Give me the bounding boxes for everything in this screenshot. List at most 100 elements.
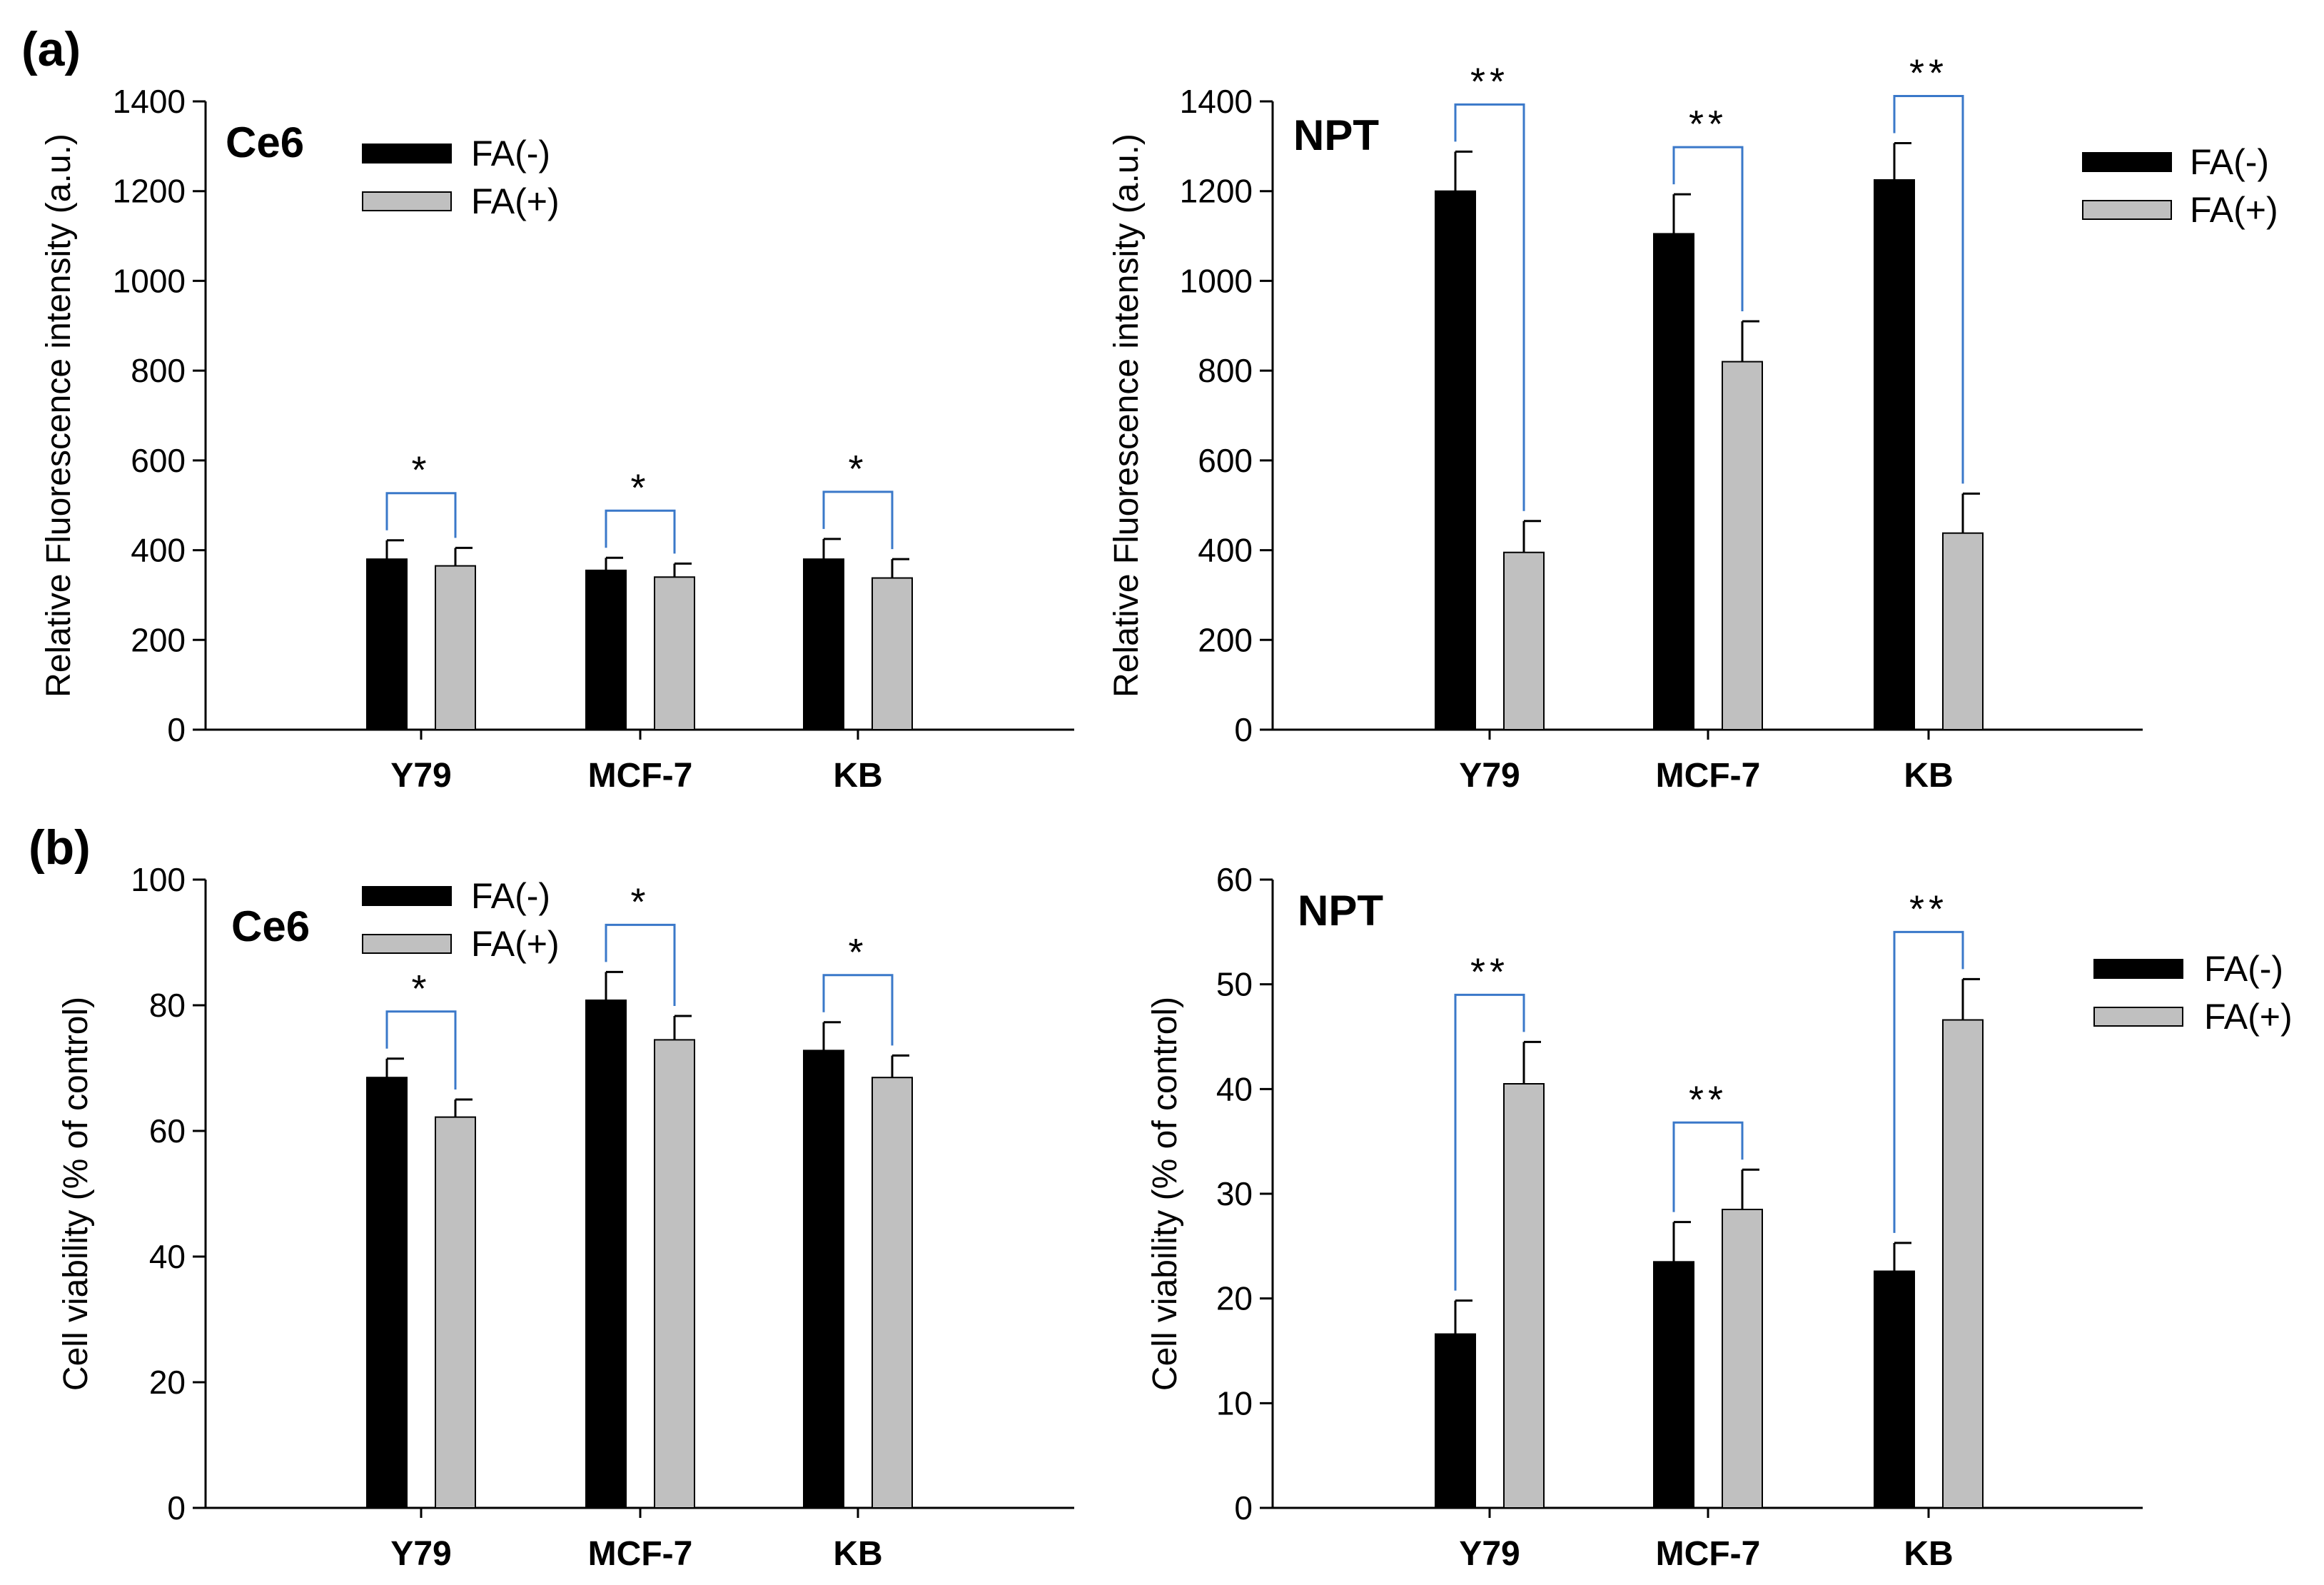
significance-label: ** — [1470, 950, 1509, 993]
significance-bracket — [822, 490, 894, 550]
significance-bracket — [1454, 993, 1525, 1291]
significance-label: ** — [1470, 60, 1509, 103]
bar-fa-plus — [872, 1077, 913, 1509]
bar-fa-plus — [1722, 1209, 1763, 1509]
y-tick-label: 1000 — [1180, 262, 1253, 299]
bar-fa-minus — [585, 999, 627, 1509]
bar-fa-minus — [1653, 233, 1694, 730]
significance-label: * — [630, 880, 650, 923]
x-tick-label: Y79 — [390, 1535, 451, 1573]
bar-fa-minus — [1653, 1261, 1694, 1509]
bar-fa-plus — [1942, 532, 1984, 731]
significance-bracket — [385, 492, 457, 538]
y-tick-label: 30 — [1216, 1175, 1253, 1212]
y-tick-label: 60 — [149, 1112, 186, 1149]
x-tick-label: MCF-7 — [588, 757, 693, 795]
legend-label: FA(-) — [471, 134, 550, 173]
significance-bracket — [1454, 103, 1525, 511]
legend-swatch-fa-plus — [2093, 1007, 2183, 1027]
bar-fa-minus — [803, 558, 844, 731]
bar-fa-minus — [1874, 1270, 1915, 1509]
chart-fluorescence-npt: 0 200 400 600 800 1000 1200 1400 Relative Fluore… — [1108, 51, 2278, 795]
y-tick-label: 200 — [1198, 621, 1253, 658]
y-tick-label: 600 — [1198, 442, 1253, 479]
x-tick-label: KB — [1904, 757, 1953, 795]
significance-label: ** — [1689, 1078, 1727, 1121]
x-tick-label: Y79 — [1459, 757, 1520, 795]
legend-swatch-fa-plus — [362, 934, 452, 954]
significance-label: ** — [1909, 887, 1948, 930]
y-tick-label: 20 — [149, 1364, 186, 1401]
y-tick-label: 50 — [1216, 966, 1253, 1003]
legend-swatch-fa-minus — [362, 886, 452, 906]
x-tick-label: MCF-7 — [588, 1535, 693, 1573]
y-tick-label: 1400 — [113, 83, 186, 120]
y-tick-label: 200 — [131, 621, 186, 658]
legend-label: FA(-) — [2190, 142, 2269, 182]
legend-label: FA(-) — [2204, 949, 2283, 989]
y-tick-label: 1200 — [1180, 173, 1253, 210]
bar-fa-plus — [435, 565, 476, 730]
bar-fa-minus — [366, 558, 408, 731]
y-tick-label: 800 — [131, 352, 186, 389]
bar-fa-plus — [1722, 361, 1763, 731]
bar-fa-plus — [654, 1039, 695, 1509]
panel-label-a: (a) — [21, 22, 81, 76]
x-tick-label: MCF-7 — [1656, 757, 1761, 795]
bar-fa-minus — [1435, 190, 1476, 730]
x-tick-label: MCF-7 — [1656, 1535, 1761, 1573]
y-tick-label: 800 — [1198, 352, 1253, 389]
x-tick-label: KB — [1904, 1535, 1953, 1573]
y-axis-label: Cell viability (% of control) — [57, 997, 95, 1391]
bar-fa-minus — [366, 1077, 408, 1509]
bar-fa-plus — [1942, 1019, 1984, 1509]
y-tick-label: 1000 — [113, 262, 186, 299]
significance-bracket — [1893, 930, 1964, 1233]
y-axis-label: Relative Fluorescence intensity (a.u.) — [40, 134, 78, 698]
significance-label: * — [848, 448, 867, 490]
significance-bracket — [385, 1010, 457, 1090]
chart-title: Ce6 — [231, 902, 310, 950]
y-axis-label: Cell viability (% of control) — [1146, 997, 1184, 1391]
chart-viability-ce6: 0 20 40 60 80 100 Cell viability (% of control… — [57, 861, 1074, 1573]
significance-label: ** — [1909, 51, 1948, 94]
bar-fa-minus — [1435, 1333, 1476, 1509]
y-tick-label: 400 — [131, 532, 186, 569]
y-axis-label: Relative Fluorescence intensity (a.u.) — [1108, 134, 1146, 698]
x-tick-label: Y79 — [390, 757, 451, 795]
legend-label: FA(+) — [2204, 997, 2293, 1037]
y-tick-label: 0 — [167, 1489, 186, 1526]
x-tick-label: KB — [833, 1535, 882, 1573]
y-tick-label: 0 — [1234, 711, 1253, 748]
panel-label-b: (b) — [29, 820, 91, 875]
significance-bracket — [1893, 94, 1964, 484]
y-tick-label: 40 — [1216, 1070, 1253, 1107]
significance-bracket — [605, 509, 676, 554]
y-tick-label: 1400 — [1180, 83, 1253, 120]
legend-swatch-fa-minus — [2093, 959, 2183, 979]
x-tick-label: Y79 — [1459, 1535, 1520, 1573]
bar-fa-plus — [654, 576, 695, 730]
y-tick-label: 40 — [149, 1238, 186, 1275]
legend-label: FA(+) — [2190, 190, 2278, 230]
bar-fa-minus — [1874, 179, 1915, 730]
bar-fa-plus — [435, 1116, 476, 1509]
y-tick-label: 60 — [1216, 861, 1253, 898]
y-tick-label: 400 — [1198, 532, 1253, 569]
y-tick-label: 80 — [149, 987, 186, 1024]
significance-label: * — [411, 967, 430, 1010]
x-tick-label: KB — [833, 757, 882, 795]
bar-fa-minus — [803, 1050, 844, 1509]
legend-swatch-fa-plus — [362, 191, 452, 211]
significance-label: ** — [1689, 103, 1727, 146]
legend-swatch-fa-plus — [2082, 200, 2172, 220]
chart-fluorescence-ce6: 0 200 400 600 800 1000 1200 1400 Relative Fluore… — [40, 83, 1074, 795]
y-tick-label: 0 — [1234, 1489, 1253, 1526]
y-tick-label: 0 — [167, 711, 186, 748]
chart-title: NPT — [1298, 887, 1383, 935]
bar-fa-plus — [1503, 551, 1545, 731]
significance-bracket — [605, 923, 676, 1006]
bar-fa-plus — [872, 577, 913, 730]
y-tick-label: 100 — [131, 861, 186, 898]
significance-bracket — [822, 974, 894, 1046]
